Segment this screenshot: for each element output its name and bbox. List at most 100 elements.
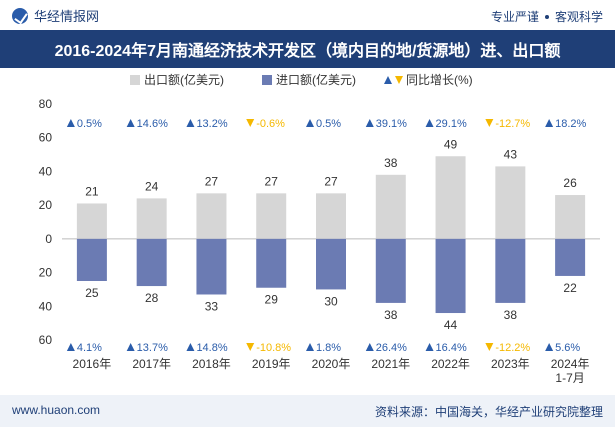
footer: www.huaon.com 资料来源：中国海关，华经产业研究院整理 (0, 395, 615, 427)
export-growth-triangle-icon (186, 119, 195, 127)
import-growth-label: 4.1% (77, 342, 102, 354)
export-value-label: 38 (384, 156, 398, 170)
legend-export-label: 出口额(亿美元) (144, 72, 224, 87)
export-growth-triangle-icon (545, 119, 554, 127)
top-bar: 华经情报网 专业严谨 客观科学 (0, 0, 615, 30)
export-value-label: 24 (145, 179, 159, 193)
export-growth-triangle-icon (306, 119, 314, 127)
import-growth-label: -12.2% (495, 342, 530, 354)
export-bar (375, 174, 406, 239)
import-bar (136, 238, 167, 287)
export-bar (136, 198, 167, 239)
import-growth-triangle-icon (545, 343, 554, 351)
export-value-label: 49 (444, 137, 458, 151)
x-tick-label: 2024年 (551, 357, 590, 371)
import-value-label: 29 (265, 293, 279, 307)
legend-import-label: 进口额(亿美元) (276, 72, 356, 87)
import-growth-triangle-icon (186, 343, 195, 351)
export-growth-label: -12.7% (495, 118, 530, 130)
export-growth-triangle-icon (485, 119, 494, 127)
export-value-label: 27 (205, 174, 219, 188)
import-value-label: 25 (85, 286, 99, 300)
import-growth-label: 14.8% (196, 342, 227, 354)
y-tick-label: 60 (39, 333, 53, 347)
y-tick-label: 0 (45, 232, 52, 246)
y-tick-label: 80 (39, 97, 53, 111)
y-tick-label: 60 (39, 131, 53, 145)
import-growth-triangle-icon (365, 343, 374, 351)
tagline-right: 客观科学 (554, 10, 603, 24)
export-bar (196, 193, 227, 239)
chart-title-bar: 2016-2024年7月南通经济技术开发区（境内目的地/货源地）进、出口额 (0, 30, 615, 68)
x-tick-label: 2023年 (491, 357, 530, 371)
brand[interactable]: 华经情报网 (12, 6, 99, 25)
export-value-label: 43 (504, 147, 518, 161)
x-tick-label: 2022年 (431, 357, 470, 371)
x-tick-label: 2017年 (132, 357, 171, 371)
export-bar (316, 193, 346, 239)
legend-growth-label: 同比增长(%) (406, 73, 473, 87)
export-growth-label: 29.1% (436, 118, 467, 130)
import-value-label: 38 (504, 308, 518, 322)
legend-down-triangle-icon (395, 76, 403, 84)
y-tick-label: 20 (39, 198, 53, 212)
import-bar (76, 238, 107, 281)
export-value-label: 21 (85, 184, 99, 198)
x-tick-label: 2019年 (252, 357, 291, 371)
import-bar (435, 238, 466, 314)
export-growth-label: 18.2% (555, 118, 586, 130)
import-growth-label: 13.7% (137, 342, 168, 354)
import-growth-triangle-icon (66, 343, 75, 351)
export-growth-triangle-icon (246, 119, 255, 127)
import-bar (316, 238, 346, 290)
tagline: 专业严谨 客观科学 (491, 8, 603, 25)
import-value-label: 22 (563, 281, 577, 295)
import-growth-triangle-icon (126, 343, 135, 351)
export-growth-label: 39.1% (376, 118, 407, 130)
import-bar (555, 238, 586, 276)
export-growth-triangle-icon (425, 119, 434, 127)
import-growth-label: -10.8% (256, 342, 291, 354)
x-tick-label: 2020年 (312, 357, 351, 371)
legend-import-swatch (262, 75, 272, 85)
footer-source: 资料来源：中国海关，华经产业研究院整理 (374, 405, 603, 419)
footer-url[interactable]: www.huaon.com (12, 403, 101, 417)
legend-up-triangle-icon (384, 76, 392, 84)
import-growth-triangle-icon (485, 343, 494, 351)
export-growth-triangle-icon (126, 119, 135, 127)
import-bar (375, 238, 406, 303)
export-bar (555, 195, 586, 239)
export-growth-label: 0.5% (316, 118, 341, 130)
export-growth-triangle-icon (66, 119, 75, 127)
tagline-left: 专业严谨 (490, 10, 539, 24)
y-tick-label: 20 (39, 266, 53, 280)
y-tick-label: 40 (39, 164, 53, 178)
export-growth-label: 0.5% (77, 118, 102, 130)
import-growth-label: 16.4% (436, 342, 467, 354)
import-value-label: 30 (324, 294, 338, 308)
export-bar (435, 156, 466, 239)
import-value-label: 33 (205, 299, 219, 313)
x-tick-label: 2021年 (371, 357, 410, 371)
import-value-label: 28 (145, 291, 159, 305)
import-growth-label: 1.8% (316, 342, 341, 354)
export-growth-label: 14.6% (137, 118, 168, 130)
export-value-label: 27 (265, 174, 279, 188)
import-bar (495, 238, 526, 303)
import-value-label: 44 (444, 318, 458, 332)
import-growth-triangle-icon (306, 343, 314, 351)
dot-icon (544, 14, 549, 19)
export-bar (256, 193, 287, 239)
legend-export-swatch (130, 75, 140, 85)
export-bar (495, 166, 526, 239)
export-bar (76, 203, 107, 239)
y-tick-label: 40 (39, 299, 53, 313)
import-growth-triangle-icon (246, 343, 255, 351)
export-growth-triangle-icon (365, 119, 374, 127)
logo-icon (12, 7, 28, 24)
export-value-label: 27 (324, 174, 338, 188)
import-value-label: 38 (384, 308, 398, 322)
import-growth-label: 26.4% (376, 342, 407, 354)
export-value-label: 26 (563, 176, 577, 190)
